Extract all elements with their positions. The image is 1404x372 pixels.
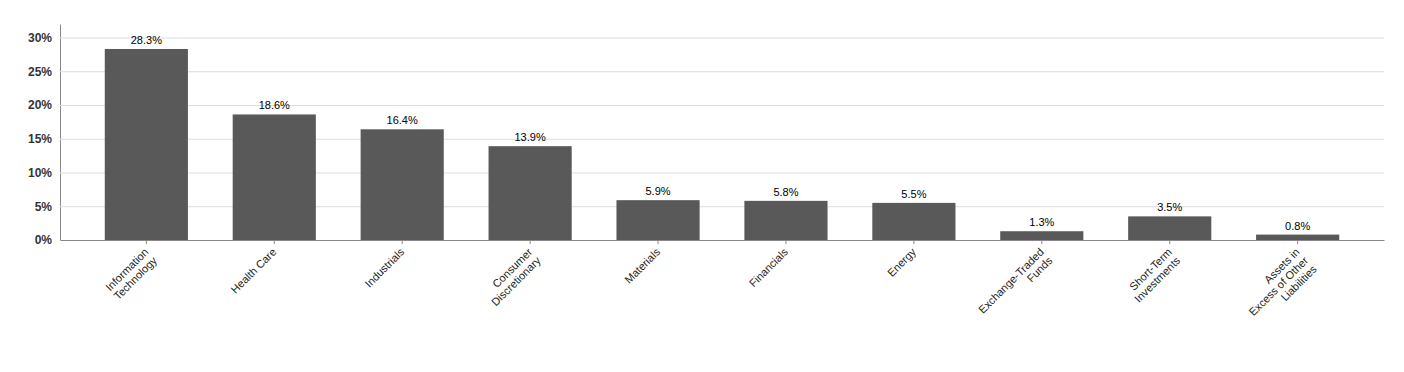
x-tick-label: Health Care: [228, 246, 278, 296]
data-label: 5.9%: [645, 185, 670, 197]
grid-line: [60, 38, 1384, 39]
data-label: 0.8%: [1285, 220, 1310, 232]
x-tick-label-line: Investments: [1132, 254, 1183, 305]
grid-line: [60, 71, 1384, 72]
x-tick-mark: [658, 240, 659, 244]
x-tick-label: ConsumerDiscretionary: [480, 245, 543, 308]
x-tick-label: InformationTechnology: [103, 245, 160, 302]
grid-line: [60, 240, 1384, 241]
data-label: 1.3%: [1029, 216, 1054, 228]
x-tick: Health Care: [228, 240, 278, 296]
data-label: 28.3%: [131, 34, 162, 46]
bar: [1256, 235, 1339, 240]
x-tick-label: Exchange-TradedFunds: [976, 245, 1055, 324]
x-tick-label-line: Funds: [1024, 254, 1054, 284]
x-axis-line: [61, 240, 1385, 241]
x-tick: ConsumerDiscretionary: [480, 240, 543, 308]
y-tick-label: 20%: [28, 98, 52, 112]
y-tick: 25%: [28, 65, 1384, 79]
x-tick: InformationTechnology: [103, 240, 160, 302]
bar: [1000, 231, 1083, 240]
data-label: 5.5%: [901, 188, 926, 200]
bars: [105, 49, 1339, 240]
x-tick-label-line: Financials: [747, 245, 791, 289]
bar: [744, 201, 827, 240]
x-tick-mark: [1169, 240, 1170, 244]
x-tick-label-line: Industrials: [362, 245, 406, 289]
y-tick-label: 10%: [28, 166, 52, 180]
y-tick-label: 30%: [28, 31, 52, 45]
y-tick-label: 0%: [35, 233, 53, 247]
chart-svg: 0% 5% 10% 15% 20% 25% 30% InformationTechnology…: [0, 0, 1404, 372]
data-label: 5.8%: [773, 186, 798, 198]
bar: [1128, 216, 1211, 240]
x-tick-mark: [530, 240, 531, 244]
bar: [105, 49, 188, 240]
x-tick-label: Financials: [747, 245, 791, 289]
y-tick-label: 5%: [35, 200, 53, 214]
bar: [489, 146, 572, 240]
x-tick-label: Energy: [885, 245, 918, 278]
x-tick-mark: [913, 240, 914, 244]
bar: [233, 114, 316, 240]
y-tick-label: 25%: [28, 65, 52, 79]
bar: [361, 129, 444, 240]
x-tick-label: Short-TermInvestments: [1123, 245, 1182, 304]
x-tick-label: Industrials: [362, 245, 406, 289]
x-tick-mark: [785, 240, 786, 244]
data-label: 16.4%: [387, 114, 418, 126]
data-label: 13.9%: [515, 131, 546, 143]
bar: [616, 200, 699, 240]
x-tick: Short-TermInvestments: [1123, 240, 1182, 305]
x-axis: InformationTechnology Health Care Industri…: [61, 240, 1385, 327]
data-labels: 28.3% 18.6% 16.4% 13.9% 5.9% 5.8% 5.5% 1.3% 3.5%…: [131, 34, 1311, 232]
bar: [872, 203, 955, 240]
data-label: 18.6%: [259, 99, 290, 111]
x-tick-label: Materials: [622, 245, 662, 285]
x-tick-label-line: Discretionary: [489, 254, 543, 308]
y-tick: 20%: [28, 98, 1384, 112]
x-tick-label-line: Energy: [885, 245, 918, 278]
x-tick-mark: [1041, 240, 1042, 244]
x-tick-label-line: Materials: [622, 245, 662, 285]
y-tick: 10%: [28, 166, 1384, 180]
x-tick-mark: [274, 240, 275, 244]
x-tick: Energy: [885, 240, 918, 279]
x-tick: Industrials: [362, 240, 406, 290]
x-tick: Financials: [747, 240, 791, 289]
x-tick-mark: [146, 240, 147, 244]
x-tick-label: Assets inExcess of OtherLiabilities: [1238, 245, 1319, 326]
plot-area: 0% 5% 10% 15% 20% 25% 30% InformationTechnology…: [28, 25, 1385, 327]
x-tick: Materials: [622, 240, 662, 286]
x-tick-label-line: Health Care: [228, 246, 278, 296]
x-tick: Assets inExcess of OtherLiabilities: [1238, 240, 1319, 327]
data-label: 3.5%: [1157, 201, 1182, 213]
x-tick-label-line: Technology: [111, 254, 159, 302]
x-tick-label-line: Liabilities: [1278, 262, 1319, 303]
y-axis: 0% 5% 10% 15% 20% 25% 30%: [28, 25, 1384, 248]
y-axis-line: [60, 25, 61, 241]
x-tick: Exchange-TradedFunds: [976, 240, 1055, 324]
y-tick: 30%: [28, 31, 1384, 45]
x-tick-mark: [402, 240, 403, 244]
x-tick-mark: [1297, 240, 1298, 244]
y-tick-label: 15%: [28, 132, 52, 146]
y-tick: 15%: [28, 132, 1384, 146]
